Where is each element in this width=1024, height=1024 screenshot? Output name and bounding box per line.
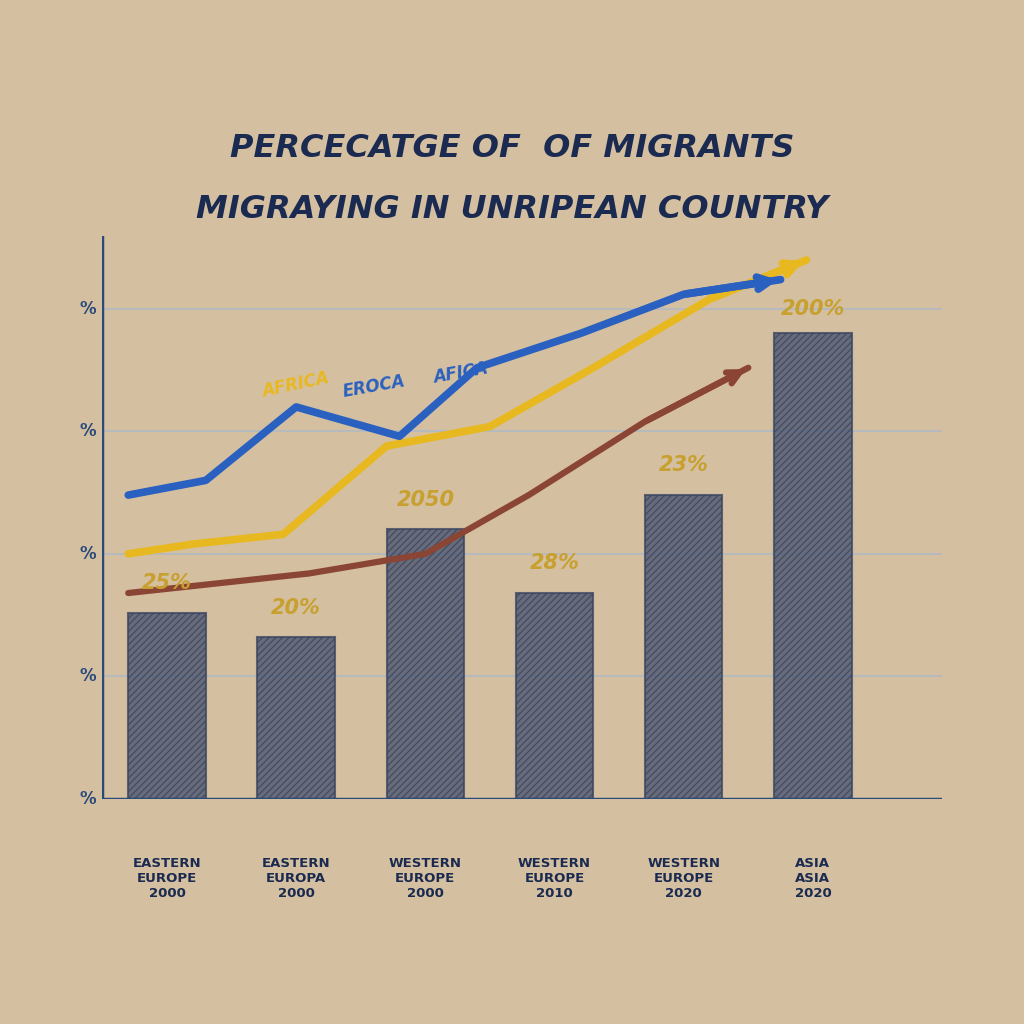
Text: EASTERN
EUROPE
2000: EASTERN EUROPE 2000 xyxy=(133,857,202,900)
Bar xyxy=(645,495,723,799)
Text: 23%: 23% xyxy=(658,456,709,475)
Text: WESTERN
EUROPE
2000: WESTERN EUROPE 2000 xyxy=(389,857,462,900)
Text: %: % xyxy=(79,545,96,563)
Text: 2050: 2050 xyxy=(396,489,455,510)
Text: 28%: 28% xyxy=(529,553,580,573)
Text: AFICA: AFICA xyxy=(432,359,489,386)
Text: 200%: 200% xyxy=(780,299,845,318)
Text: EASTERN
EUROPA
2000: EASTERN EUROPA 2000 xyxy=(262,857,331,900)
Text: AFRICA: AFRICA xyxy=(260,370,331,401)
Text: PERCECATGE OF  OF MIGRANTS: PERCECATGE OF OF MIGRANTS xyxy=(229,133,795,164)
Text: ASIA
ASIA
2020: ASIA ASIA 2020 xyxy=(795,857,831,900)
Bar xyxy=(774,334,852,799)
Text: %: % xyxy=(79,300,96,318)
Text: %: % xyxy=(79,790,96,808)
Bar xyxy=(257,637,335,799)
Text: WESTERN
EUROPE
2010: WESTERN EUROPE 2010 xyxy=(518,857,591,900)
Text: %: % xyxy=(79,668,96,685)
Bar xyxy=(387,529,464,799)
Bar xyxy=(128,612,206,799)
Text: 20%: 20% xyxy=(271,598,322,617)
Text: 25%: 25% xyxy=(142,573,191,593)
Text: %: % xyxy=(79,423,96,440)
Text: MIGRAYING IN UNRIPEAN COUNTRY: MIGRAYING IN UNRIPEAN COUNTRY xyxy=(196,195,828,225)
Bar xyxy=(516,593,593,799)
Text: EROCA: EROCA xyxy=(341,373,407,401)
Text: WESTERN
EUROPE
2020: WESTERN EUROPE 2020 xyxy=(647,857,720,900)
